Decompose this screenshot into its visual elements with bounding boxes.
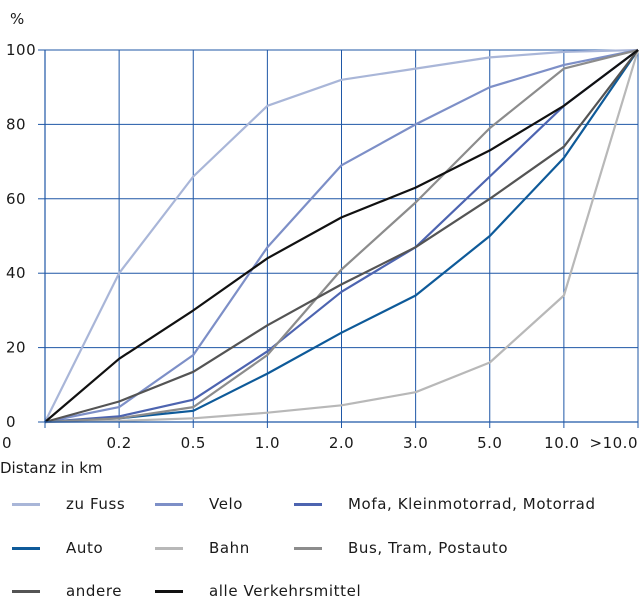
series-line-bahn: [44, 49, 640, 424]
x-axis-label: Distanz in km: [0, 459, 103, 477]
legend-label: andere: [66, 582, 123, 600]
legend-item-alle: alle Verkehrsmittel: [155, 581, 361, 601]
x-tick-label: 2.0: [329, 434, 354, 452]
legend-label: alle Verkehrsmittel: [209, 582, 362, 600]
x-tick-label: >10.0: [590, 434, 638, 452]
legend-label: zu Fuss: [66, 495, 126, 513]
series-line-mofa-kleinmotorrad-motorrad: [44, 49, 639, 424]
y-tick-label: 100: [6, 41, 36, 59]
legend-swatch: [12, 502, 40, 506]
legend-label: Bus, Tram, Postauto: [348, 539, 509, 557]
legend-item-zu-fuss: zu Fuss: [12, 494, 125, 514]
legend-label: Velo: [209, 495, 244, 513]
legend-item-bus: Bus, Tram, Postauto: [294, 538, 508, 558]
grid-lines: [45, 49, 639, 422]
series-line-bus-tram-postauto: [44, 48, 639, 424]
legend-swatch: [294, 546, 322, 550]
legend-swatch: [155, 546, 183, 550]
legend-label: Mofa, Kleinmotorrad, Motorrad: [348, 495, 596, 513]
legend-swatch: [155, 589, 183, 593]
series-lines: [44, 48, 640, 424]
series-line-andere: [44, 49, 639, 424]
y-tick-label: 20: [6, 339, 26, 357]
series-line-velo: [44, 48, 639, 424]
legend-swatch: [294, 502, 322, 506]
legend-swatch: [12, 589, 40, 593]
y-tick-label: 0: [6, 413, 16, 431]
legend-item-mofa: Mofa, Kleinmotorrad, Motorrad: [294, 494, 596, 514]
x-tick-label: 1.0: [255, 434, 280, 452]
legend-swatch: [155, 502, 183, 506]
x-tick-label: 0.5: [181, 434, 206, 452]
axes: 0 20 40 60 80 100 0 0.2 0.5 1.0 2.0 3.0 5.0 10.0 >10.0: [2, 41, 639, 452]
legend-item-velo: Velo: [155, 494, 243, 514]
series-line-alle-verkehrsmittel: [44, 49, 639, 423]
line-chart: 0 20 40 60 80 100 0 0.2 0.5 1.0 2.0 3.0 5.0 10.0 >10.0…: [0, 10, 640, 477]
legend-item-andere: andere: [12, 581, 122, 601]
x-tick-label: 3.0: [403, 434, 428, 452]
y-tick-label: 60: [6, 190, 26, 208]
legend-item-bahn: Bahn: [155, 538, 250, 558]
x-tick-label: 0: [2, 434, 12, 452]
x-tick-label: 0.2: [106, 434, 131, 452]
x-tick-label: 10.0: [544, 434, 579, 452]
legend-swatch: [12, 546, 40, 550]
y-tick-label: 40: [6, 264, 26, 282]
series-line-auto: [44, 49, 639, 424]
legend-label: Bahn: [209, 539, 250, 557]
x-tick-label: 5.0: [477, 434, 502, 452]
series-line-zu-fuss: [44, 48, 639, 423]
y-axis-label: %: [10, 10, 24, 28]
legend-label: Auto: [66, 539, 104, 557]
legend-item-auto: Auto: [12, 538, 103, 558]
y-tick-label: 80: [6, 115, 26, 133]
